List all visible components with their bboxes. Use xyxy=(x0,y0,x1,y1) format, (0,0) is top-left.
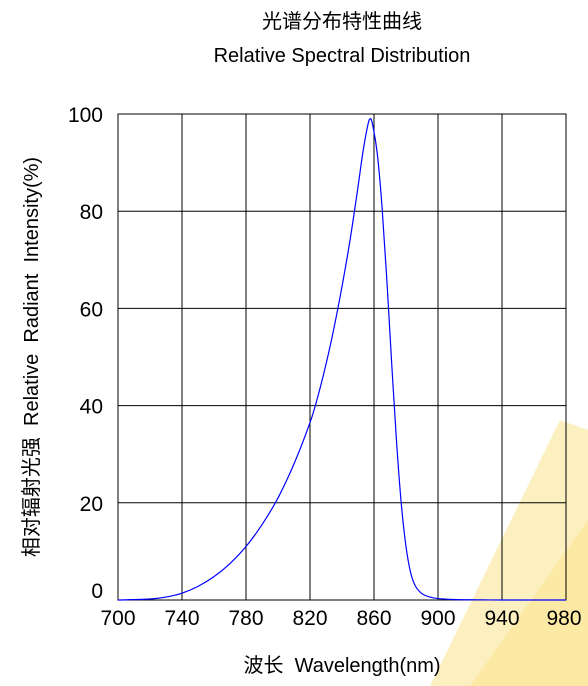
y-tick-label: 60 xyxy=(80,298,103,321)
y-tick-label: 40 xyxy=(80,396,103,419)
x-tick-label: 820 xyxy=(292,607,327,630)
y-tick-label: 100 xyxy=(68,104,103,127)
x-tick-label: 740 xyxy=(164,607,199,630)
x-tick-label: 700 xyxy=(100,607,135,630)
y-tick-label: 0 xyxy=(91,580,103,603)
y-tick-label: 80 xyxy=(80,201,103,224)
plot-frame xyxy=(117,113,567,601)
x-tick-label: 900 xyxy=(420,607,455,630)
x-tick-label: 780 xyxy=(228,607,263,630)
x-tick-label: 980 xyxy=(546,607,581,630)
y-tick-label: 20 xyxy=(80,493,103,516)
chart-title: 光谱分布特性曲线 xyxy=(262,10,422,33)
x-axis-label: 波长 Wavelength(nm) xyxy=(243,654,440,677)
x-tick-labels: 700 740 780 820 860 900 940 980 xyxy=(100,607,581,630)
series-line xyxy=(117,118,566,601)
chart-subtitle: Relative Spectral Distribution xyxy=(214,45,471,67)
x-tick-label: 940 xyxy=(484,607,519,630)
watermark-logo xyxy=(430,420,588,686)
x-tick-label: 860 xyxy=(356,607,391,630)
y-tick-labels: 0 20 40 60 80 100 xyxy=(68,104,103,603)
grid-lines xyxy=(118,114,566,600)
y-axis-label: 相对辐射光强 Relative Radiant Intensity(%) xyxy=(20,157,43,557)
